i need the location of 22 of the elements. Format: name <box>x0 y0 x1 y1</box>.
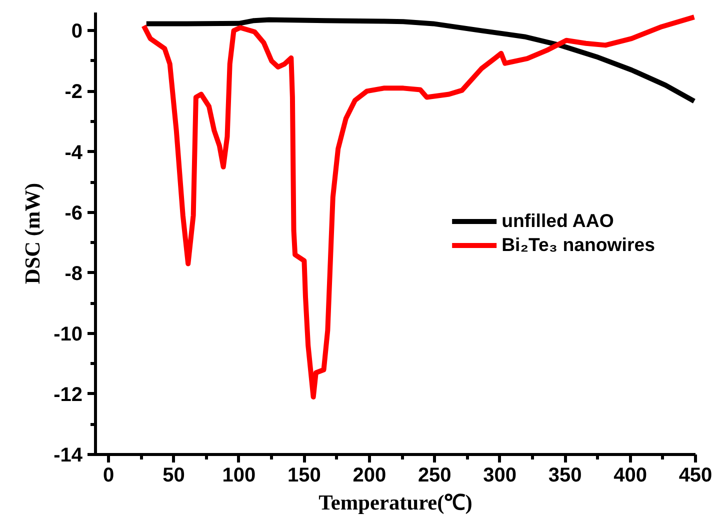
y-tick-label: -4 <box>64 142 84 164</box>
x-tick-label: 50 <box>162 464 185 486</box>
y-tick-label: -8 <box>64 262 83 285</box>
y-tick-label: -6 <box>64 202 83 224</box>
x-tick-label: 150 <box>288 464 321 486</box>
y-tick-label: 0 <box>71 20 82 43</box>
x-tick-label: 0 <box>102 464 114 486</box>
x-tick-label: 300 <box>483 464 517 486</box>
x-tick-label: 450 <box>678 464 712 486</box>
y-tick-label: -14 <box>54 444 84 466</box>
y-axis-title: DSC (mW) <box>20 182 45 284</box>
x-tick-label: 200 <box>352 464 386 486</box>
y-tick-label: -10 <box>54 323 82 346</box>
legend-label: Bi₂Te₃ nanowires <box>502 234 655 256</box>
x-tick-label: 400 <box>614 464 647 486</box>
x-tick-label: 350 <box>548 464 582 486</box>
x-axis-title: Temperature(℃) <box>318 490 472 514</box>
legend-label: unfilled AAO <box>502 210 614 232</box>
x-tick-label: 250 <box>418 464 452 486</box>
y-tick-label: -12 <box>54 384 82 406</box>
y-tick-label: -2 <box>64 81 83 104</box>
x-tick-label: 100 <box>222 464 256 486</box>
